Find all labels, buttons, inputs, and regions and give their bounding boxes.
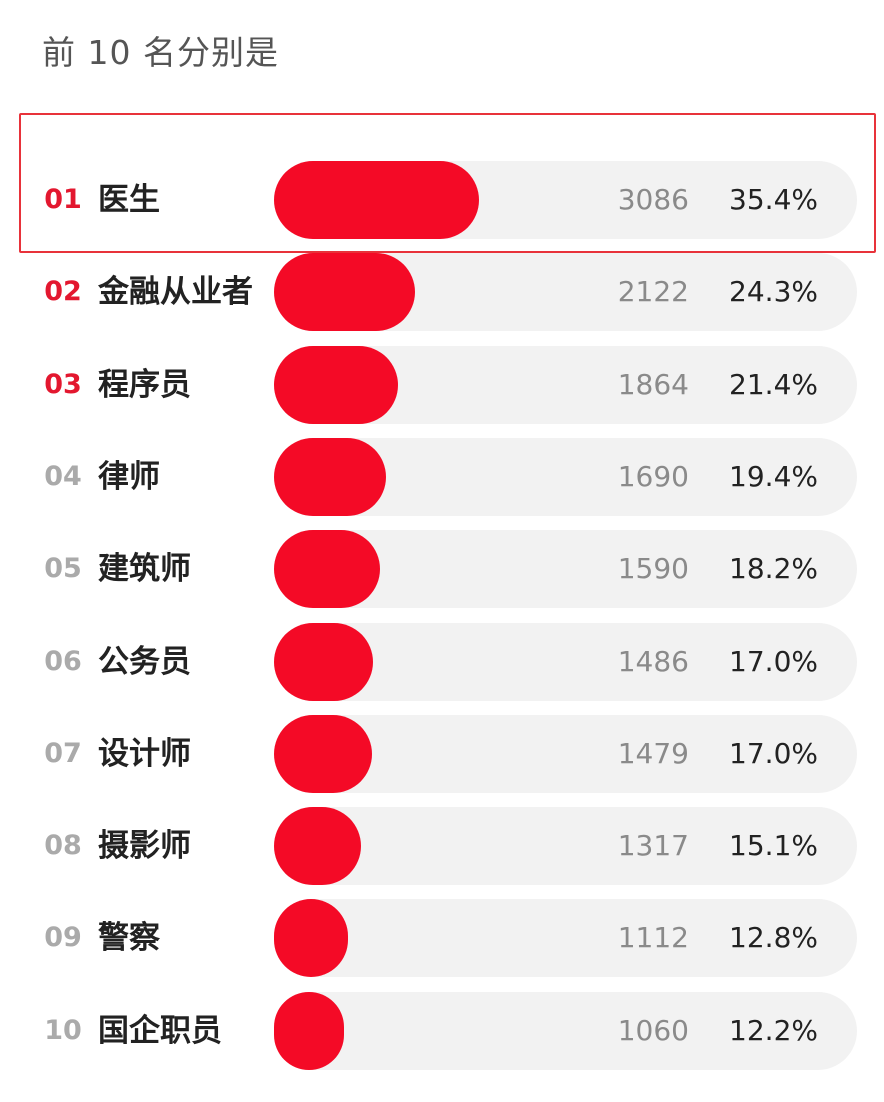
bar: [274, 346, 398, 424]
category-label: 公务员: [98, 644, 191, 680]
value-label: 1590: [617, 552, 689, 585]
percentage-label: 15.1%: [729, 829, 818, 862]
ranking-row: 07 设计师 1479 17.0%: [0, 715, 884, 793]
ranking-row: 08 摄影师 1317 15.1%: [0, 807, 884, 885]
rank-number: 04: [44, 461, 82, 492]
bar: [274, 438, 386, 516]
rank-number: 02: [44, 276, 82, 307]
percentage-label: 17.0%: [729, 737, 818, 770]
percentage-label: 19.4%: [729, 460, 818, 493]
category-label: 医生: [98, 182, 160, 218]
bar: [274, 807, 361, 885]
rank-number: 03: [44, 369, 82, 400]
ranking-row: 03 程序员 1864 21.4%: [0, 346, 884, 424]
bar: [274, 623, 373, 701]
percentage-label: 17.0%: [729, 645, 818, 678]
ranking-row: 01 医生 3086 35.4%: [0, 161, 884, 239]
bar: [274, 992, 344, 1070]
top-rank-highlight-box: [19, 113, 876, 253]
bar: [274, 161, 479, 239]
category-label: 警察: [98, 920, 160, 956]
ranking-row: 04 律师 1690 19.4%: [0, 438, 884, 516]
category-label: 国企职员: [98, 1013, 222, 1049]
percentage-label: 24.3%: [729, 275, 818, 308]
rank-number: 06: [44, 646, 82, 677]
bar-track: [274, 253, 857, 331]
chart-title: 前 10 名分别是: [42, 33, 279, 72]
percentage-label: 21.4%: [729, 368, 818, 401]
value-label: 1690: [617, 460, 689, 493]
value-label: 3086: [617, 183, 689, 216]
rank-number: 05: [44, 553, 82, 584]
category-label: 摄影师: [98, 828, 191, 864]
bar-track: [274, 807, 857, 885]
bar-track: [274, 715, 857, 793]
bar: [274, 715, 372, 793]
ranking-row: 09 警察 1112 12.8%: [0, 899, 884, 977]
rank-number: 08: [44, 830, 82, 861]
bar-track: [274, 530, 857, 608]
rank-number: 09: [44, 922, 82, 953]
value-label: 1479: [617, 737, 689, 770]
category-label: 程序员: [98, 367, 191, 403]
value-label: 1486: [617, 645, 689, 678]
rank-number: 07: [44, 738, 82, 769]
bar: [274, 253, 415, 331]
value-label: 1317: [617, 829, 689, 862]
category-label: 设计师: [98, 736, 191, 772]
category-label: 金融从业者: [98, 274, 253, 310]
bar-track: [274, 346, 857, 424]
bar-track: [274, 992, 857, 1070]
rank-number: 01: [44, 184, 82, 215]
percentage-label: 12.2%: [729, 1014, 818, 1047]
value-label: 2122: [617, 275, 689, 308]
value-label: 1864: [617, 368, 689, 401]
percentage-label: 12.8%: [729, 921, 818, 954]
category-label: 律师: [98, 459, 160, 495]
bar: [274, 899, 348, 977]
bar-track: [274, 899, 857, 977]
ranking-row: 02 金融从业者 2122 24.3%: [0, 253, 884, 331]
bar: [274, 530, 380, 608]
ranking-row: 10 国企职员 1060 12.2%: [0, 992, 884, 1070]
category-label: 建筑师: [98, 551, 191, 587]
rank-number: 10: [44, 1015, 82, 1046]
percentage-label: 35.4%: [729, 183, 818, 216]
ranking-row: 05 建筑师 1590 18.2%: [0, 530, 884, 608]
percentage-label: 18.2%: [729, 552, 818, 585]
bar-track: [274, 438, 857, 516]
ranking-row: 06 公务员 1486 17.0%: [0, 623, 884, 701]
value-label: 1060: [617, 1014, 689, 1047]
bar-track: [274, 161, 857, 239]
value-label: 1112: [617, 921, 689, 954]
bar-track: [274, 623, 857, 701]
